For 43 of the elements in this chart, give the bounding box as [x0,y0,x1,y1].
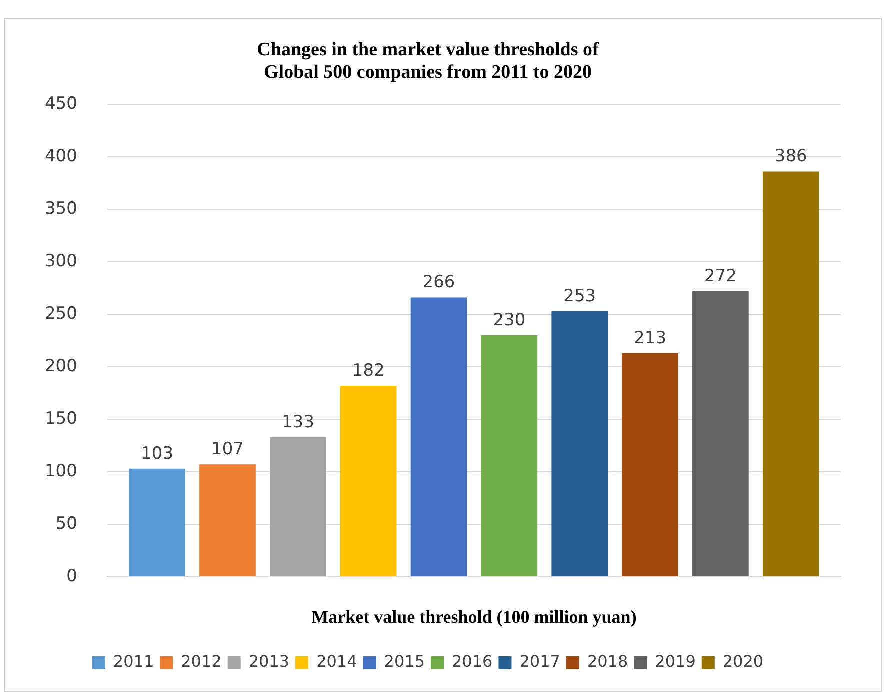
y-tick-label: 100 [44,461,78,482]
bar [622,353,678,576]
text: Changes in the market value thresholds of [257,39,599,60]
y-tick-label: 400 [44,146,78,167]
bar [552,311,608,576]
legend-label: 2015 [384,652,425,672]
bar [270,437,326,576]
data-label: 230 [493,310,526,330]
y-tick-label: 50 [56,514,78,534]
data-label: 182 [352,360,385,381]
bar [340,386,397,576]
bar [762,172,820,576]
legend-label: 2020 [722,652,764,672]
legend-label: 2013 [248,652,290,672]
x-axis-title: Market value threshold (100 million yuan) [312,606,637,627]
bar [481,336,538,576]
data-label: 133 [282,412,314,432]
bar [410,298,468,576]
y-tick-label: 350 [44,199,78,219]
data-label: 103 [141,444,174,464]
y-tick-label: 450 [44,94,78,114]
bar [129,468,186,576]
y-tick-label: 300 [44,251,78,272]
legend-label: 2012 [181,652,222,672]
legend-label: 2018 [587,652,628,672]
legend-label: 2019 [655,652,696,672]
legend-label: 2017 [520,652,560,672]
y-tick-label: 250 [44,304,78,324]
data-label: 107 [212,440,244,460]
data-label: 272 [704,266,737,286]
data-label: 253 [564,286,596,306]
data-label: 266 [422,272,456,293]
legend-label: 2016 [452,652,493,672]
bar [200,464,256,576]
legend-label: 2011 [113,652,154,672]
bar [692,291,749,576]
y-tick-label: 150 [44,408,78,429]
data-label: 386 [774,146,808,167]
data-label: 213 [634,328,667,348]
y-tick-label: 0 [66,566,78,586]
y-tick-label: 200 [44,356,78,376]
legend-label: 2014 [316,652,358,672]
text: Global 500 companies from 2011 to 2020 [264,62,592,84]
